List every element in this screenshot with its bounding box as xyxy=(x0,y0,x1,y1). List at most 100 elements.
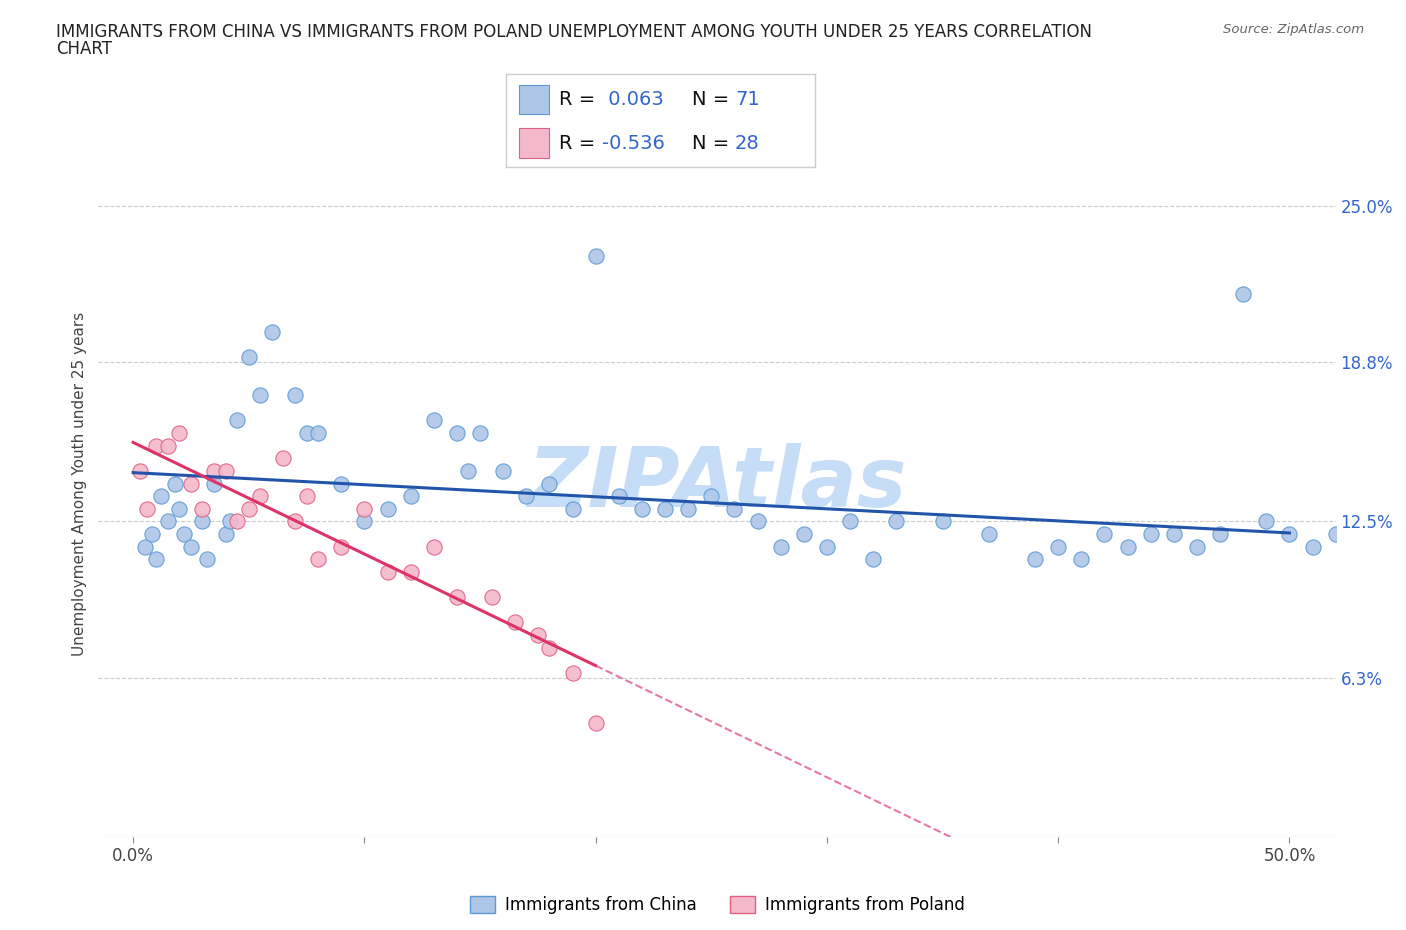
Point xyxy=(226,514,249,529)
Point xyxy=(561,501,583,516)
Point xyxy=(284,514,307,529)
Point xyxy=(793,526,815,541)
Point xyxy=(1302,539,1324,554)
Point xyxy=(238,350,260,365)
Point xyxy=(481,590,503,604)
Point xyxy=(446,426,468,441)
Bar xyxy=(519,128,550,158)
Point xyxy=(180,539,202,554)
Point xyxy=(1209,526,1232,541)
Point xyxy=(163,476,186,491)
Point xyxy=(723,501,745,516)
Point xyxy=(249,388,271,403)
Point xyxy=(136,501,159,516)
Point xyxy=(676,501,699,516)
Point xyxy=(585,716,607,731)
Point xyxy=(353,514,375,529)
Point xyxy=(423,539,446,554)
Point xyxy=(238,501,260,516)
Point xyxy=(273,451,295,466)
Point xyxy=(1139,526,1161,541)
Point xyxy=(353,501,375,516)
Point xyxy=(839,514,862,529)
Point xyxy=(219,514,242,529)
Point xyxy=(377,565,399,579)
Point xyxy=(191,514,214,529)
Legend: Immigrants from China, Immigrants from Poland: Immigrants from China, Immigrants from P… xyxy=(463,889,972,921)
Point xyxy=(202,463,225,478)
Point xyxy=(607,489,630,504)
Point xyxy=(156,438,179,453)
Point xyxy=(284,388,307,403)
Point xyxy=(468,426,491,441)
Point xyxy=(654,501,676,516)
Point xyxy=(1185,539,1208,554)
Point xyxy=(446,590,468,604)
Text: R =: R = xyxy=(558,134,602,153)
Point xyxy=(423,413,446,428)
Text: ZIPAtlas: ZIPAtlas xyxy=(527,443,907,525)
Point xyxy=(149,489,172,504)
Bar xyxy=(519,85,550,114)
Point xyxy=(538,476,561,491)
Point xyxy=(307,551,329,566)
Text: CHART: CHART xyxy=(56,40,112,58)
Point xyxy=(1371,526,1393,541)
Point xyxy=(538,640,561,655)
Point xyxy=(503,615,526,630)
Point xyxy=(1094,526,1116,541)
Point xyxy=(169,426,191,441)
Point xyxy=(1070,551,1092,566)
Text: N =: N = xyxy=(692,134,735,153)
Text: Source: ZipAtlas.com: Source: ZipAtlas.com xyxy=(1223,23,1364,36)
Y-axis label: Unemployment Among Youth under 25 years: Unemployment Among Youth under 25 years xyxy=(72,312,87,656)
Point xyxy=(585,249,607,264)
Point xyxy=(1232,286,1254,301)
Point xyxy=(214,526,236,541)
Point xyxy=(1024,551,1046,566)
Point xyxy=(527,628,550,643)
Point xyxy=(214,463,236,478)
Point xyxy=(145,551,167,566)
Point xyxy=(1393,526,1406,541)
Point xyxy=(399,489,422,504)
Point xyxy=(931,514,953,529)
Text: -0.536: -0.536 xyxy=(602,134,665,153)
Text: N =: N = xyxy=(692,90,735,109)
Point xyxy=(700,489,723,504)
Point xyxy=(769,539,792,554)
Text: IMMIGRANTS FROM CHINA VS IMMIGRANTS FROM POLAND UNEMPLOYMENT AMONG YOUTH UNDER 2: IMMIGRANTS FROM CHINA VS IMMIGRANTS FROM… xyxy=(56,23,1092,41)
Point xyxy=(141,526,163,541)
Point xyxy=(747,514,769,529)
Point xyxy=(134,539,156,554)
Point xyxy=(399,565,422,579)
Point xyxy=(862,551,884,566)
Point xyxy=(561,666,583,681)
Point xyxy=(249,489,271,504)
Point xyxy=(492,463,515,478)
Point xyxy=(129,463,152,478)
Point xyxy=(307,426,329,441)
Point xyxy=(1163,526,1185,541)
Point xyxy=(180,476,202,491)
Point xyxy=(191,501,214,516)
Point xyxy=(515,489,537,504)
Point xyxy=(1278,526,1301,541)
Point xyxy=(260,325,283,339)
Point xyxy=(156,514,179,529)
Point xyxy=(884,514,907,529)
Point xyxy=(330,539,353,554)
Point xyxy=(1324,526,1347,541)
Text: R =: R = xyxy=(558,90,602,109)
Point xyxy=(169,501,191,516)
Point xyxy=(295,489,318,504)
Point xyxy=(295,426,318,441)
Point xyxy=(977,526,1000,541)
Point xyxy=(1347,526,1369,541)
Point xyxy=(457,463,479,478)
Text: 0.063: 0.063 xyxy=(602,90,664,109)
Point xyxy=(1256,514,1278,529)
Point xyxy=(631,501,654,516)
Text: 71: 71 xyxy=(735,90,759,109)
Point xyxy=(1047,539,1070,554)
